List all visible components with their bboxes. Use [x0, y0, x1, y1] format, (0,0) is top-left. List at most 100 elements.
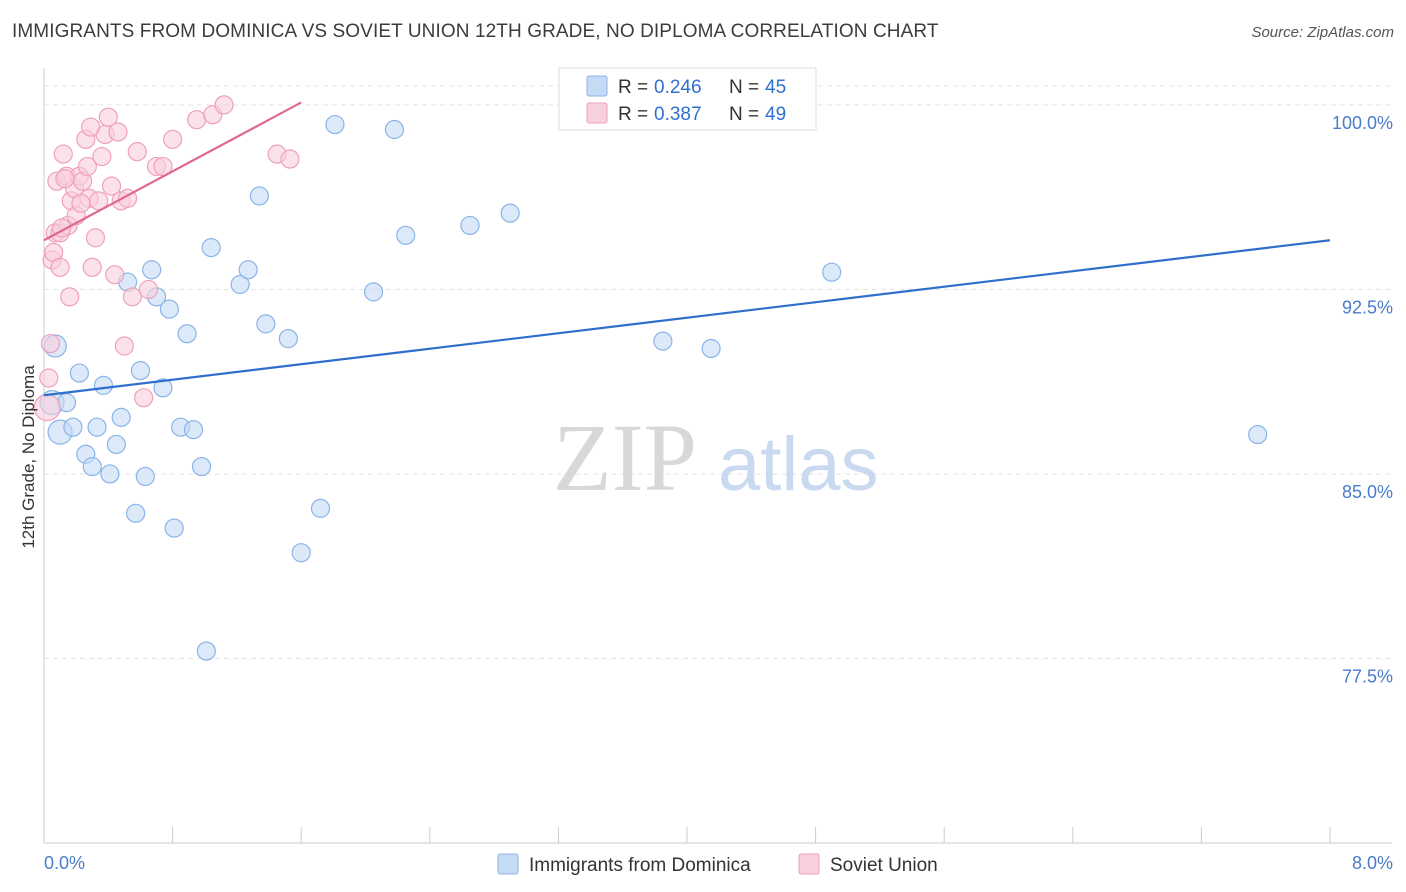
scatter-point — [71, 193, 91, 213]
y-axis-label: 12th Grade, No Diploma — [19, 365, 38, 549]
stats-legend-r-label-dominica: R = — [618, 77, 648, 98]
y-tick-label: 77.5% — [1342, 666, 1393, 686]
scatter-point — [87, 417, 107, 437]
scatter-point — [100, 464, 120, 484]
scatter-point — [105, 265, 125, 285]
scatter-point — [1248, 424, 1268, 445]
stats-legend-n-value-dominica: 45 — [765, 77, 786, 98]
scatter-point — [153, 378, 173, 398]
scatter-point — [114, 336, 134, 356]
scatter-point — [108, 122, 128, 142]
gridlines — [44, 85, 1392, 659]
scatter-point — [159, 299, 179, 319]
scatter-point — [50, 257, 70, 277]
stats-legend-swatch-soviet — [586, 102, 608, 124]
watermark-atlas: atlas — [718, 422, 879, 507]
scatter-point — [134, 388, 154, 408]
stats-legend-n-value-soviet: 49 — [765, 104, 786, 125]
series-legend-swatch-dominica — [497, 853, 519, 875]
scatter-point — [63, 417, 83, 437]
series-1-points — [33, 95, 300, 422]
scatter-point — [135, 466, 155, 487]
scatter-point — [256, 314, 276, 334]
scatter-point — [126, 503, 146, 523]
stats-legend-n-label-dominica: N = — [729, 77, 759, 98]
watermark-zip: ZIP — [553, 404, 697, 511]
y-tick-label: 85.0% — [1342, 482, 1393, 502]
y-tick-label: 92.5% — [1342, 297, 1393, 317]
scatter-point — [822, 262, 842, 282]
scatter-point — [77, 156, 98, 177]
scatter-point — [127, 142, 147, 162]
series-legend-label-soviet: Soviet Union — [830, 855, 938, 876]
scatter-point — [60, 287, 80, 307]
scatter-point — [138, 279, 159, 300]
scatter-point — [196, 641, 216, 661]
scatter-point — [701, 338, 721, 359]
scatter-point — [249, 186, 270, 206]
series-legend-label-dominica: Immigrants from Dominica — [529, 855, 751, 876]
scatter-point — [82, 257, 102, 277]
scatter-point — [55, 169, 75, 189]
series-legend-swatch-soviet — [798, 853, 820, 875]
scatter-point — [187, 110, 207, 130]
y-tick-label: 100.0% — [1332, 113, 1393, 133]
series-0-points — [39, 114, 1268, 661]
stats-legend: R = 0.246 N = 45 R = 0.387 N = 49 — [558, 67, 817, 131]
scatter-point — [81, 117, 101, 137]
scatter-point — [278, 329, 298, 349]
scatter-point — [230, 274, 250, 295]
trend-line-series-0 — [43, 239, 1331, 397]
scatter-point — [653, 331, 673, 351]
scatter-point — [53, 144, 73, 164]
scatter-point — [101, 176, 122, 196]
scatter-point — [130, 361, 151, 381]
watermark: ZIP atlas — [553, 404, 879, 511]
stats-legend-r-value-soviet: 0.387 — [654, 104, 702, 125]
scatter-point — [85, 228, 106, 248]
scatter-point — [310, 498, 331, 518]
x-tick-label-max: 8.0% — [1352, 853, 1393, 873]
stats-legend-r-label-soviet: R = — [618, 104, 648, 125]
x-tick-label-min: 0.0% — [44, 853, 85, 873]
trend-line-series-1 — [43, 101, 302, 242]
scatter-point — [92, 146, 112, 167]
scatter-point — [93, 375, 114, 395]
chart-title: IMMIGRANTS FROM DOMINICA VS SOVIET UNION… — [12, 21, 939, 42]
scatter-point — [384, 119, 405, 140]
scatter-point — [164, 518, 184, 538]
data-points — [33, 95, 1268, 661]
series-legend: Immigrants from Dominica Soviet Union — [497, 853, 938, 876]
scatter-point — [460, 215, 480, 236]
tick-labels: 77.5% 85.0% 92.5% 100.0% 0.0% 8.0% — [44, 113, 1393, 873]
scatter-point — [177, 324, 197, 344]
scatter-point — [291, 543, 311, 563]
scatter-point — [39, 368, 59, 388]
scatter-point — [111, 407, 131, 427]
scatter-point — [122, 287, 143, 307]
scatter-point — [69, 363, 89, 383]
scatter-point — [363, 282, 384, 302]
scatter-point — [201, 238, 221, 258]
scatter-point — [163, 129, 183, 149]
scatter-point — [40, 333, 61, 354]
chart-source: Source: ZipAtlas.com — [1251, 24, 1394, 41]
stats-legend-swatch-dominica — [586, 75, 608, 97]
scatter-point — [183, 420, 204, 440]
scatter-point — [106, 434, 126, 455]
stats-legend-r-value-dominica: 0.246 — [654, 77, 702, 98]
stats-legend-n-label-soviet: N = — [729, 104, 759, 125]
scatter-point — [142, 260, 162, 280]
trend-lines — [43, 101, 1331, 397]
scatter-point — [214, 95, 234, 115]
scatter-point — [500, 203, 520, 223]
scatter-point — [280, 149, 300, 169]
scatter-point — [82, 456, 102, 477]
scatter-point — [98, 107, 118, 127]
scatter-point — [325, 114, 345, 135]
axes — [43, 68, 1392, 844]
scatter-point — [33, 393, 61, 422]
scatter-point — [191, 456, 212, 477]
scatter-point — [396, 225, 416, 245]
